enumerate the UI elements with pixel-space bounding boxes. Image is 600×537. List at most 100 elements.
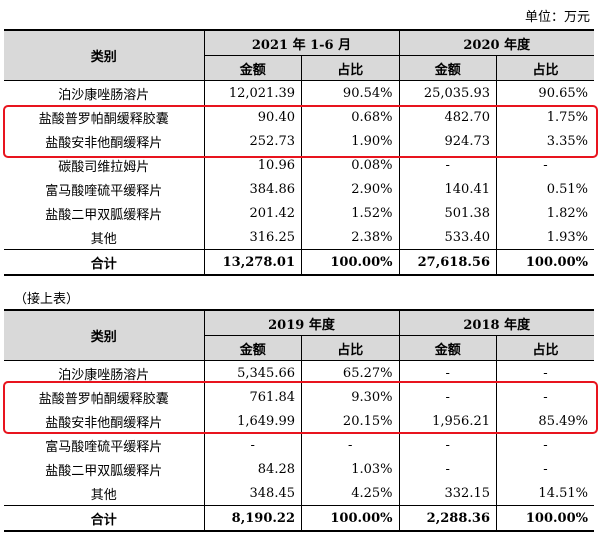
share-cell: 20.15% [301, 409, 399, 433]
period-header-2019: 2019 年度 [203, 309, 399, 336]
amount-cell: 90.40 [203, 105, 302, 129]
table-row: 碳酸司维拉姆片 10.96 0.08% - - [4, 153, 594, 177]
amount-cell: - [398, 457, 497, 481]
table-row: 富马酸喹硫平缓释片 384.86 2.90% 140.41 0.51% [4, 177, 594, 201]
share-cell: - [496, 457, 594, 481]
share-cell: - [496, 360, 594, 385]
share-cell: 9.30% [301, 385, 399, 409]
amount-cell: 348.45 [203, 481, 302, 506]
total-amount: 2,288.36 [398, 505, 497, 532]
table-row: 泊沙康唑肠溶片 5,345.66 65.27% - - [4, 360, 594, 385]
amount-cell: - [203, 433, 302, 457]
share-cell: 90.54% [301, 80, 399, 105]
amount-cell: 12,021.39 [203, 80, 302, 105]
product-name: 盐酸安非他酮缓释片 [45, 135, 163, 151]
table-row: 盐酸二甲双胍缓释片 201.42 1.52% 501.38 1.82% [4, 201, 594, 225]
share-cell: 90.65% [496, 80, 594, 105]
product-name: 盐酸普罗帕酮缓释胶囊 [38, 111, 169, 127]
amount-cell: 201.42 [203, 201, 302, 225]
category-header: 类别 [4, 29, 204, 81]
table-row: 盐酸二甲双胍缓释片 84.28 1.03% - - [4, 457, 594, 481]
table-row: 其他 348.45 4.25% 332.15 14.51% [4, 481, 594, 506]
total-label: 合计 [4, 505, 204, 532]
share-cell: - [496, 153, 594, 177]
share-cell: 3.35% [496, 129, 594, 153]
amount-cell: - [398, 385, 497, 409]
share-cell: 65.27% [301, 360, 399, 385]
amount-cell: 332.15 [398, 481, 497, 506]
product-name: 其他 [90, 231, 117, 247]
amount-cell: 84.28 [203, 457, 302, 481]
total-amount: 13,278.01 [203, 249, 302, 276]
table-row: 盐酸普罗帕酮缓释胶囊 90.40 0.68% 482.70 1.75% [4, 105, 594, 129]
amount-cell: 482.70 [398, 105, 497, 129]
total-amount: 8,190.22 [203, 505, 302, 532]
product-name: 富马酸喹硫平缓释片 [45, 439, 163, 455]
unit-label: 单位：万元 [524, 10, 590, 25]
period-header-2021h1: 2021 年 1-6 月 [203, 29, 399, 56]
share-cell: - [496, 433, 594, 457]
share-cell: 1.52% [301, 201, 399, 225]
product-name: 盐酸二甲双胍缓释片 [45, 207, 163, 223]
amount-cell: 5,345.66 [203, 360, 302, 385]
share-cell: 0.68% [301, 105, 399, 129]
share-cell: 4.25% [301, 481, 399, 506]
category-header: 类别 [4, 309, 204, 361]
amount-cell: 533.40 [398, 225, 497, 250]
amount-cell: 10.96 [203, 153, 302, 177]
sales-table-2: 类别 2019 年度 2018 年度 金额 占比 金额 占比 泊沙康唑肠溶片 5… [4, 309, 594, 532]
share-header: 占比 [301, 335, 399, 361]
sales-table-1: 类别 2021 年 1-6 月 2020 年度 金额 占比 金额 占比 泊沙康唑… [4, 29, 594, 276]
share-cell: 2.90% [301, 177, 399, 201]
share-header: 占比 [301, 55, 399, 81]
total-row: 合计 8,190.22 100.00% 2,288.36 100.00% [4, 505, 594, 532]
share-cell: 2.38% [301, 225, 399, 250]
share-cell: 1.75% [496, 105, 594, 129]
product-name: 碳酸司维拉姆片 [58, 159, 150, 175]
amount-cell: 316.25 [203, 225, 302, 250]
table-row: 盐酸安非他酮缓释片 252.73 1.90% 924.73 3.35% [4, 129, 594, 153]
amount-cell: 252.73 [203, 129, 302, 153]
product-name: 富马酸喹硫平缓释片 [45, 183, 163, 199]
share-cell: 1.90% [301, 129, 399, 153]
share-cell: - [301, 433, 399, 457]
total-share: 100.00% [496, 505, 594, 532]
product-name: 盐酸二甲双胍缓释片 [45, 463, 163, 479]
table-row: 其他 316.25 2.38% 533.40 1.93% [4, 225, 594, 250]
total-share: 100.00% [301, 505, 399, 532]
share-cell: 1.03% [301, 457, 399, 481]
share-cell: 14.51% [496, 481, 594, 506]
share-cell: 1.93% [496, 225, 594, 250]
amount-header: 金额 [203, 335, 302, 361]
product-name: 盐酸普罗帕酮缓释胶囊 [38, 391, 169, 407]
share-cell: 1.82% [496, 201, 594, 225]
amount-cell: 761.84 [203, 385, 302, 409]
amount-cell: 25,035.93 [398, 80, 497, 105]
amount-header: 金额 [203, 55, 302, 81]
table-row: 泊沙康唑肠溶片 12,021.39 90.54% 25,035.93 90.65… [4, 80, 594, 105]
period-header-2020: 2020 年度 [398, 29, 594, 56]
amount-cell: 1,649.99 [203, 409, 302, 433]
total-row: 合计 13,278.01 100.00% 27,618.56 100.00% [4, 249, 594, 276]
share-cell: 85.49% [496, 409, 594, 433]
table-row: 富马酸喹硫平缓释片 - - - - [4, 433, 594, 457]
total-label: 合计 [4, 249, 204, 276]
share-cell: 0.08% [301, 153, 399, 177]
product-name: 泊沙康唑肠溶片 [58, 87, 150, 103]
total-share: 100.00% [301, 249, 399, 276]
amount-cell: 384.86 [203, 177, 302, 201]
share-header: 占比 [496, 335, 594, 361]
period-header-2018: 2018 年度 [398, 309, 594, 336]
total-share: 100.00% [496, 249, 594, 276]
share-cell: 0.51% [496, 177, 594, 201]
table-row: 盐酸安非他酮缓释片 1,649.99 20.15% 1,956.21 85.49… [4, 409, 594, 433]
continuation-label: （接上表） [14, 292, 80, 307]
amount-cell: 501.38 [398, 201, 497, 225]
amount-cell: - [398, 360, 497, 385]
product-name: 其他 [90, 487, 117, 503]
amount-cell: - [398, 153, 497, 177]
total-amount: 27,618.56 [398, 249, 497, 276]
amount-cell: 1,956.21 [398, 409, 497, 433]
table-row: 盐酸普罗帕酮缓释胶囊 761.84 9.30% - - [4, 385, 594, 409]
product-name: 盐酸安非他酮缓释片 [45, 415, 163, 431]
